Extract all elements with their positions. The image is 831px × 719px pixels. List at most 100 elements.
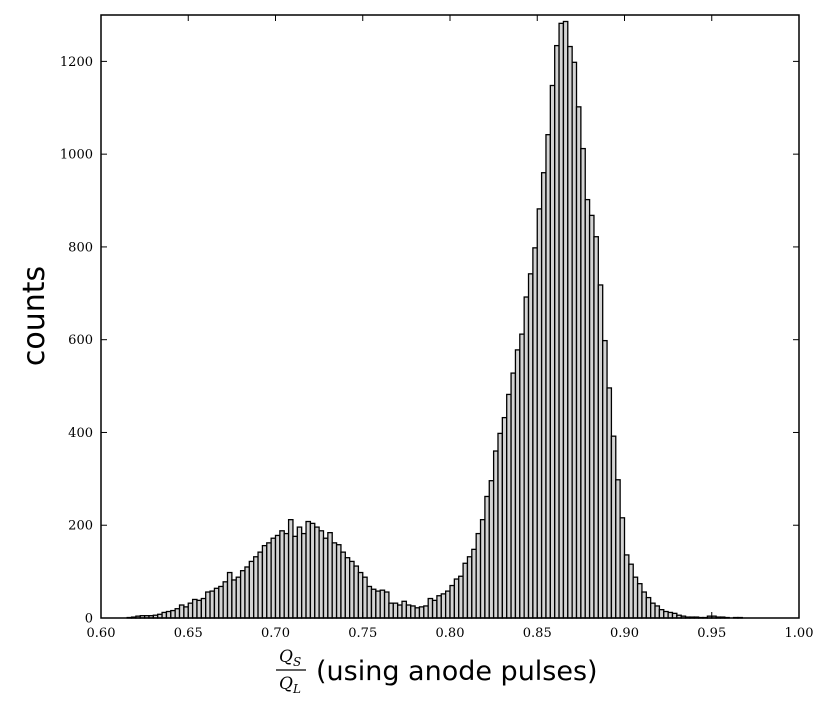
histogram-bar bbox=[446, 591, 450, 618]
histogram-bar bbox=[398, 605, 402, 618]
histogram-bar bbox=[188, 603, 192, 618]
histogram-bar bbox=[454, 579, 458, 618]
histogram-bar bbox=[306, 522, 310, 618]
histogram-bar bbox=[424, 606, 428, 618]
y-tick-label: 600 bbox=[68, 333, 93, 348]
histogram-bar bbox=[611, 436, 615, 618]
histogram-bar bbox=[385, 592, 389, 618]
histogram-bar bbox=[463, 563, 467, 618]
histogram-bar bbox=[537, 209, 541, 618]
histogram-bar bbox=[489, 481, 493, 618]
histogram-bar bbox=[577, 107, 581, 618]
histogram-bar bbox=[625, 555, 629, 618]
histogram-bar bbox=[214, 588, 218, 618]
x-tick-label: 0.65 bbox=[174, 626, 203, 641]
histogram-bar bbox=[162, 612, 166, 618]
x-label-text: (using anode pulses) bbox=[316, 656, 598, 687]
histogram-bar bbox=[433, 600, 437, 618]
histogram-bar bbox=[402, 601, 406, 618]
histogram-bar bbox=[411, 606, 415, 618]
y-tick-label: 400 bbox=[68, 426, 93, 441]
histogram-bar bbox=[563, 21, 567, 618]
histogram-bar bbox=[249, 561, 253, 618]
histogram-bar bbox=[629, 564, 633, 618]
histogram-bar bbox=[341, 552, 345, 618]
ticks-layer bbox=[101, 15, 799, 618]
histogram-bar bbox=[276, 535, 280, 618]
histogram-bar bbox=[293, 536, 297, 618]
histogram-bar bbox=[332, 543, 336, 618]
histogram-bar bbox=[350, 561, 354, 618]
histogram-bar bbox=[476, 534, 480, 618]
histogram-bar bbox=[546, 135, 550, 618]
histogram-bar bbox=[280, 531, 284, 618]
histogram-bar bbox=[633, 577, 637, 618]
histogram-bar bbox=[267, 543, 271, 618]
histogram-bar bbox=[175, 609, 179, 618]
histogram-bar bbox=[568, 47, 572, 618]
histogram-bar bbox=[616, 480, 620, 618]
histogram-bar bbox=[319, 531, 323, 618]
histogram-bar bbox=[655, 606, 659, 618]
histogram-bar bbox=[289, 520, 293, 618]
x-label-den-subscript: L bbox=[292, 682, 301, 696]
histogram-bar bbox=[166, 612, 170, 618]
y-tick-label: 1000 bbox=[60, 148, 93, 163]
histogram-bar bbox=[406, 605, 410, 618]
histogram-bar bbox=[228, 573, 232, 618]
histogram-bar bbox=[371, 589, 375, 618]
histogram-bar bbox=[197, 600, 201, 618]
histogram-bar bbox=[297, 527, 301, 618]
x-label-num-symbol: Q bbox=[279, 647, 293, 667]
x-tick-label: 1.00 bbox=[785, 626, 814, 641]
histogram-bar bbox=[219, 586, 223, 618]
histogram-bar bbox=[450, 586, 454, 618]
x-tick-label: 0.75 bbox=[348, 626, 377, 641]
histogram-bar bbox=[555, 46, 559, 618]
histogram-bar bbox=[646, 598, 650, 618]
histogram-bar bbox=[184, 607, 188, 618]
histogram-bar bbox=[441, 594, 445, 618]
x-tick-label: 0.70 bbox=[261, 626, 290, 641]
histogram-bar bbox=[428, 599, 432, 618]
histogram-bar bbox=[559, 23, 563, 618]
histogram-bar bbox=[380, 590, 384, 618]
histogram-bar bbox=[323, 538, 327, 618]
histogram-bar bbox=[223, 582, 227, 618]
histogram-bar bbox=[659, 610, 663, 618]
y-tick-label: 200 bbox=[68, 519, 93, 534]
histogram-bar bbox=[206, 592, 210, 618]
histogram-bar bbox=[485, 496, 489, 618]
histogram-bar bbox=[302, 534, 306, 618]
histogram-bar bbox=[502, 418, 506, 618]
bars-layer bbox=[127, 21, 742, 618]
histogram-bar bbox=[201, 599, 205, 618]
histogram-bar bbox=[354, 566, 358, 618]
histogram-bar bbox=[284, 534, 288, 618]
histogram-bar bbox=[328, 533, 332, 618]
plot-frame bbox=[101, 15, 799, 618]
histogram-bar bbox=[437, 596, 441, 618]
x-label-den-symbol: Q bbox=[279, 674, 293, 694]
histogram-bar bbox=[515, 350, 519, 618]
histogram-bar bbox=[245, 567, 249, 618]
histogram-bar bbox=[598, 285, 602, 618]
x-tick-label: 0.80 bbox=[436, 626, 465, 641]
histogram-bar bbox=[419, 607, 423, 618]
histogram-bar bbox=[498, 433, 502, 618]
histogram-bar bbox=[585, 200, 589, 618]
histogram-bar bbox=[241, 571, 245, 618]
histogram-bar bbox=[651, 603, 655, 618]
x-tick-label: 0.90 bbox=[610, 626, 639, 641]
histogram-bar bbox=[236, 577, 240, 618]
x-label-numerator: QS bbox=[279, 647, 301, 669]
histogram-bar bbox=[193, 599, 197, 618]
histogram-bar bbox=[550, 86, 554, 619]
histogram-bar bbox=[367, 586, 371, 618]
histogram-bar bbox=[494, 451, 498, 618]
histogram-bar bbox=[594, 237, 598, 618]
histogram-bar bbox=[467, 557, 471, 618]
histogram-bar bbox=[415, 608, 419, 618]
histogram-bar bbox=[638, 584, 642, 618]
